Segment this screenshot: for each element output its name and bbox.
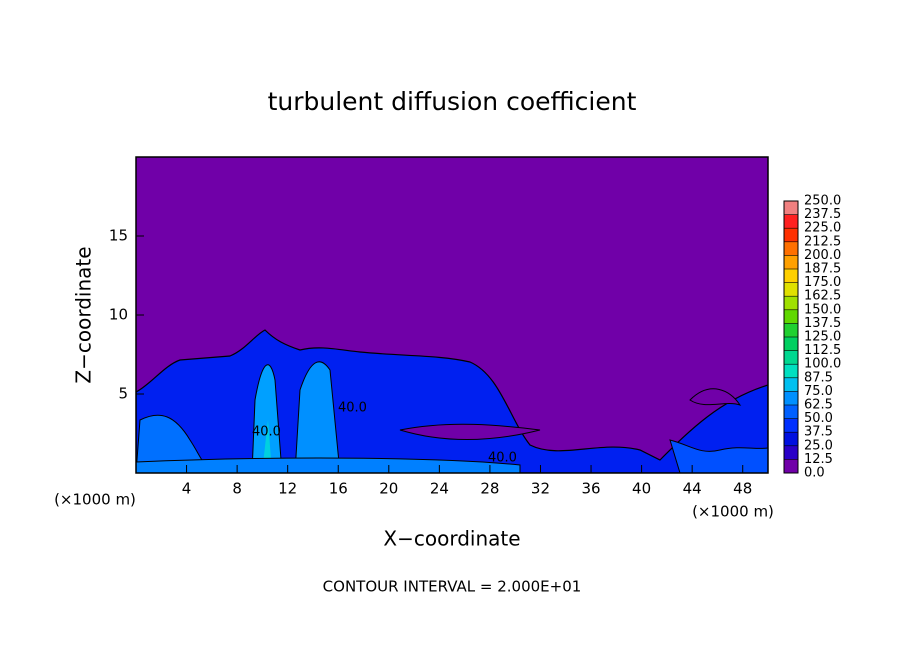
x-tick-label: 20 xyxy=(379,480,398,498)
x-tick-label: 16 xyxy=(329,480,348,498)
colorbar-swatch xyxy=(784,350,798,365)
x-tick-label: 36 xyxy=(581,480,600,498)
x-axis-label: X−coordinate xyxy=(383,527,520,551)
x-tick-label: 4 xyxy=(182,480,192,498)
colorbar-label: 12.5 xyxy=(804,452,833,467)
x-tick-label: 28 xyxy=(480,480,499,498)
colorbar-swatch xyxy=(784,296,798,310)
x-tick-label: 8 xyxy=(232,480,242,498)
footer: CONTOUR INTERVAL = 2.000E+01 xyxy=(323,578,582,596)
x-tick-label: 32 xyxy=(531,480,550,498)
field-region xyxy=(294,361,341,473)
field-region xyxy=(251,364,283,473)
colorbar-swatch xyxy=(784,228,798,242)
colorbar-label: 237.5 xyxy=(804,207,841,222)
colorbar-label: 100.0 xyxy=(804,357,841,372)
colorbar-swatch xyxy=(784,214,798,229)
colorbar-label: 125.0 xyxy=(804,330,841,345)
colorbar-label: 212.5 xyxy=(804,234,841,249)
field-region xyxy=(689,388,742,406)
colorbar-swatch xyxy=(784,459,798,473)
chart-title: turbulent diffusion coefficient xyxy=(268,87,637,116)
colorbar-swatch xyxy=(784,445,798,460)
colorbar-label: 137.5 xyxy=(804,316,841,331)
colorbar-label: 225.0 xyxy=(804,221,841,236)
colorbar-label: 0.0 xyxy=(804,466,825,481)
colorbar-label: 250.0 xyxy=(804,194,841,209)
x-tick-label: 44 xyxy=(683,480,702,498)
colorbar-label: 75.0 xyxy=(804,384,833,399)
colorbar-swatch xyxy=(784,405,798,419)
y-tick-label: 10 xyxy=(109,306,128,324)
colorbar-label: 175.0 xyxy=(804,275,841,290)
colorbar-swatch xyxy=(784,337,798,351)
colorbar-swatch xyxy=(784,201,798,215)
x-tick-label: 40 xyxy=(632,480,651,498)
colorbar-swatch xyxy=(784,432,798,446)
x-tick-label: 48 xyxy=(733,480,752,498)
contour-label: 40.0 xyxy=(338,401,367,416)
contour-label: 40.0 xyxy=(488,451,517,466)
colorbar-swatch xyxy=(784,269,798,283)
colorbar-label: 25.0 xyxy=(804,438,833,453)
colorbar-label: 112.5 xyxy=(804,343,841,358)
colorbar-swatch xyxy=(784,418,798,433)
field-region xyxy=(136,457,521,473)
colorbar-label: 37.5 xyxy=(804,425,833,440)
colorbar-swatch xyxy=(784,255,798,269)
colorbar-label: 62.5 xyxy=(804,398,833,413)
colorbar-label: 187.5 xyxy=(804,262,841,277)
x-unit: (×1000 m) xyxy=(692,503,774,521)
field: 40.0 40.0 40.0 xyxy=(136,157,768,473)
colorbar-label: 87.5 xyxy=(804,370,833,385)
colorbar-swatch xyxy=(784,391,798,405)
field-region xyxy=(399,423,541,440)
contour-label: 40.0 xyxy=(252,425,281,440)
colorbar-label: 50.0 xyxy=(804,411,833,426)
colorbar-swatch xyxy=(784,309,798,324)
x-tick-label: 24 xyxy=(430,480,449,498)
colorbar-label: 162.5 xyxy=(804,289,841,304)
colorbar-swatch xyxy=(784,241,798,256)
colorbar-label: 200.0 xyxy=(804,248,841,263)
x-unit: (×1000 m) xyxy=(54,491,136,509)
colorbar-swatch xyxy=(784,364,798,378)
colorbar-swatch xyxy=(784,323,798,337)
x-tick-label: 12 xyxy=(278,480,297,498)
colorbar-swatch xyxy=(784,377,798,392)
colorbar-swatch xyxy=(784,282,798,297)
colorbar-label: 150.0 xyxy=(804,302,841,317)
y-tick-label: 15 xyxy=(109,227,128,245)
y-tick-label: 5 xyxy=(118,385,128,403)
y-axis-label: Z−coordinate xyxy=(72,246,96,383)
field-region xyxy=(136,329,768,473)
